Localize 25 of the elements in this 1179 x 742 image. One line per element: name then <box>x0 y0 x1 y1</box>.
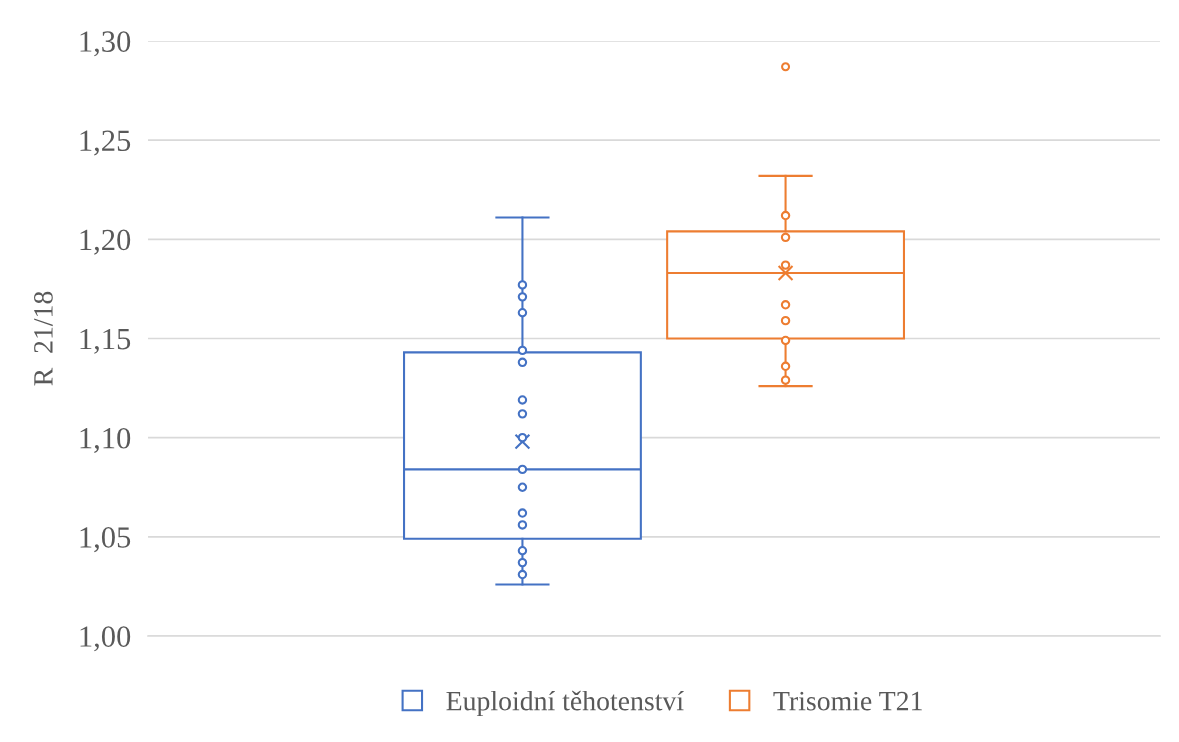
point <box>517 395 528 405</box>
point <box>517 308 528 318</box>
point <box>517 520 528 530</box>
point <box>517 557 528 568</box>
y-tick-label: 1,00 <box>80 626 131 652</box>
point <box>517 345 528 356</box>
point <box>517 409 528 419</box>
point <box>517 482 528 492</box>
point <box>517 464 528 475</box>
point <box>517 432 528 443</box>
legend-label: Euploidní těhotenství <box>446 690 684 717</box>
point <box>517 280 528 290</box>
y-tick-label: 1,25 <box>80 130 131 156</box>
point <box>517 546 528 556</box>
point <box>517 508 528 518</box>
y-tick-label: 1,10 <box>80 427 131 453</box>
y-tick-label: 1,05 <box>80 527 131 553</box>
y-tick-label: 1,20 <box>80 229 131 255</box>
y-tick-label: 1,30 <box>80 31 131 57</box>
point <box>517 292 528 302</box>
y-tick-label: 1,15 <box>80 328 131 354</box>
point <box>517 569 528 580</box>
y-axis-title: R 21/18 <box>34 291 53 386</box>
point <box>517 357 528 368</box>
legend-label: Trisomie T21 <box>773 691 922 711</box>
